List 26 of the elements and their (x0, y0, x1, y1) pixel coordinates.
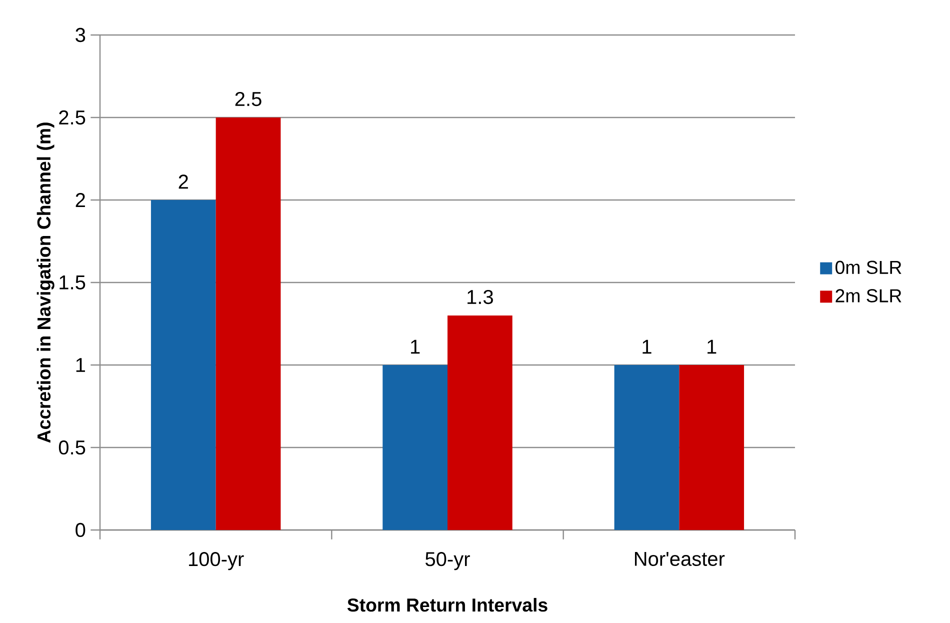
bar (679, 364, 744, 530)
y-tick-label: 0.5 (58, 440, 86, 455)
y-tick-label: 1.5 (60, 276, 86, 290)
y-tick-label: 2 (76, 193, 85, 207)
x-tick-label: 100-yr (189, 552, 244, 570)
data-label: 1 (411, 340, 420, 354)
y-tick-label: 1 (76, 358, 85, 372)
x-tick-label: 50-yr (426, 552, 470, 570)
x-axis-title: Storm Return Intervals (347, 598, 548, 612)
data-label: 1 (642, 340, 652, 354)
y-tick-label: 2.5 (59, 110, 86, 125)
bar (382, 364, 448, 530)
data-label: 1.3 (468, 290, 493, 304)
legend-label: 0m SLR (836, 260, 902, 274)
bar (150, 200, 216, 530)
data-label: 2 (178, 174, 188, 189)
y-tick-label: 3 (76, 28, 86, 42)
y-tick-label: 0 (76, 522, 86, 538)
bar (448, 315, 512, 530)
legend-label: 2m SLR (836, 289, 902, 302)
x-tick-label: Nor'easter (634, 552, 725, 566)
data-label: 1 (708, 340, 716, 354)
bar (614, 364, 680, 530)
y-axis-title: Accretion in Navigation Channel (m) (36, 122, 54, 443)
data-label: 2.5 (235, 92, 262, 106)
bar (216, 117, 281, 530)
